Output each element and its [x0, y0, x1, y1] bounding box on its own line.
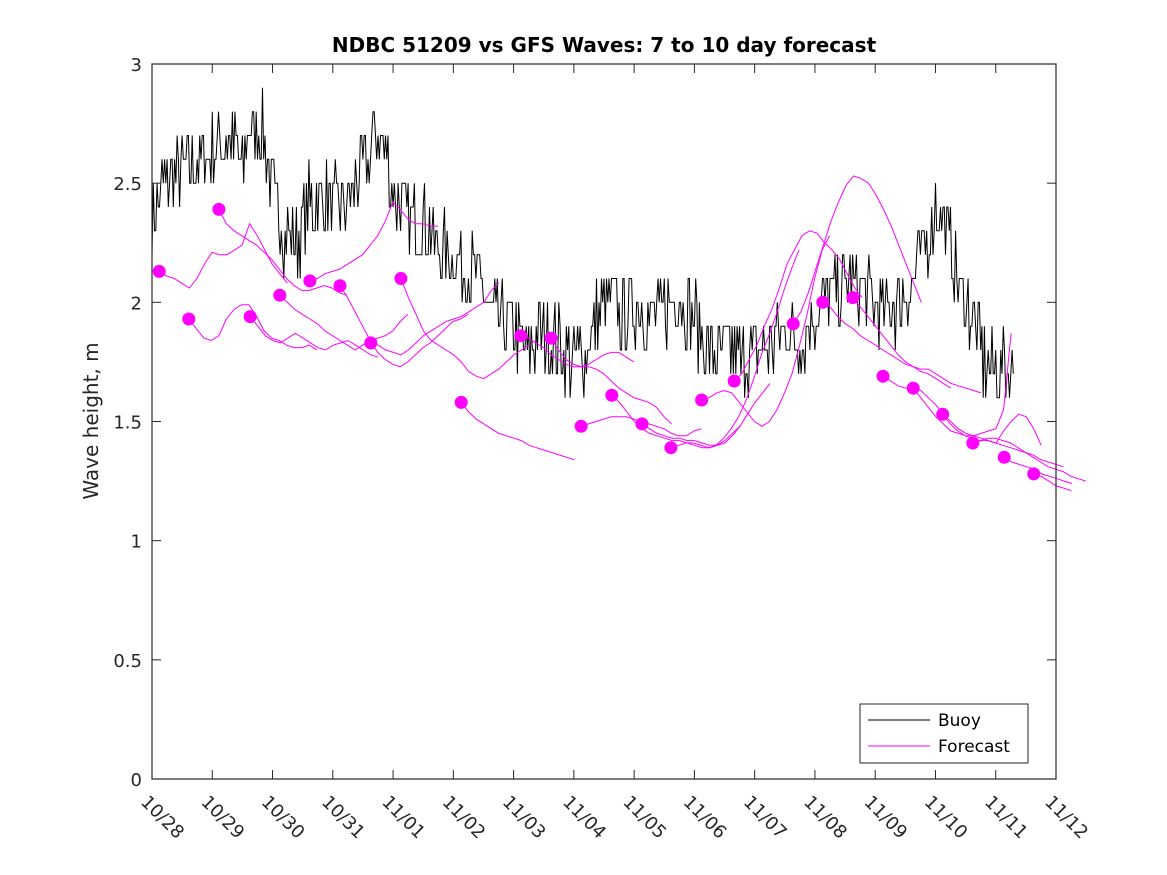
x-tick-label: 11/06	[679, 792, 731, 844]
buoy-line	[151, 87, 1014, 399]
forecast-start-marker	[182, 312, 196, 326]
forecast-line	[309, 201, 438, 282]
x-tick-label: 11/03	[498, 792, 550, 844]
forecast-line	[733, 230, 863, 382]
x-tick-label: 10/28	[136, 792, 188, 844]
x-tick-label: 11/02	[438, 792, 490, 844]
legend-buoy-label: Buoy	[938, 711, 981, 731]
x-tick-label: 11/10	[920, 792, 972, 844]
forecast-start-marker	[727, 374, 741, 388]
legend: Buoy Forecast	[859, 703, 1029, 764]
x-tick-label: 10/30	[257, 792, 309, 844]
y-axis-label: Wave height, m	[79, 342, 103, 499]
forecast-start-marker	[333, 279, 347, 293]
forecast-line	[792, 175, 922, 325]
y-tick-label: 0.5	[113, 651, 142, 672]
forecast-start-marker	[605, 388, 619, 402]
y-tick-label: 0	[131, 770, 142, 791]
forecast-line	[460, 402, 575, 461]
forecast-start-marker	[936, 407, 950, 421]
forecast-line	[701, 235, 831, 427]
x-tick-label: 11/12	[1040, 792, 1092, 844]
x-tick-label: 11/08	[799, 792, 851, 844]
plot-area	[151, 87, 1086, 492]
forecast-start-marker	[544, 331, 558, 345]
forecast-start-marker	[364, 336, 378, 350]
forecast-line	[218, 209, 348, 296]
forecast-start-marker	[574, 419, 588, 433]
forecast-start-marker	[303, 274, 317, 288]
forecast-line	[370, 282, 500, 356]
legend-box	[859, 703, 1029, 764]
forecast-start-marker	[695, 393, 709, 407]
forecast-start-marker	[454, 395, 468, 409]
forecast-line	[249, 316, 379, 358]
forecast-start-marker	[514, 329, 528, 343]
forecast-start-marker	[997, 450, 1011, 464]
forecast-start-marker	[152, 264, 166, 278]
forecast-start-marker	[394, 272, 408, 285]
forecast-start-marker	[786, 317, 800, 331]
y-tick-label: 3	[131, 55, 142, 76]
legend-forecast-label: Forecast	[938, 737, 1010, 757]
axes-box	[151, 63, 1057, 780]
forecast-start-marker	[846, 291, 860, 305]
forecast-line	[158, 222, 288, 289]
forecast-line	[972, 437, 1086, 482]
y-tick-label: 1.5	[113, 413, 142, 434]
forecast-line	[822, 301, 952, 389]
forecast-line	[339, 285, 469, 368]
forecast-line	[852, 297, 982, 394]
x-tick-label: 11/04	[558, 792, 610, 844]
y-tick-label: 1	[131, 532, 142, 553]
y-tick-label: 2	[131, 293, 142, 314]
chart-title: NDBC 51209 vs GFS Waves: 7 to 10 day for…	[332, 33, 877, 57]
x-tick-label: 11/07	[739, 792, 791, 844]
forecast-line	[670, 249, 800, 449]
forecast-line	[912, 387, 1042, 446]
forecast-start-marker	[212, 202, 226, 216]
forecast-start-marker	[906, 381, 920, 395]
forecast-line	[1033, 473, 1072, 492]
forecast-line	[400, 278, 530, 380]
x-tick-label: 10/31	[317, 792, 369, 844]
forecast-start-marker	[966, 436, 980, 450]
forecast-start-marker	[273, 288, 287, 302]
x-tick-label: 10/29	[197, 792, 249, 844]
forecast-line	[279, 294, 409, 351]
forecast-start-marker	[816, 295, 830, 309]
forecast-start-marker	[635, 417, 649, 431]
forecast-start-marker	[1027, 467, 1041, 481]
forecast-line	[611, 394, 741, 449]
x-tick-label: 11/05	[619, 792, 671, 844]
y-tick-label: 2.5	[113, 174, 142, 195]
x-tick-label: 11/11	[980, 792, 1032, 844]
forecast-line	[520, 335, 635, 368]
forecast-line	[641, 383, 771, 446]
y-axis: 0 0.5 1 1.5 2 2.5 3	[113, 55, 1056, 791]
forecast-line	[550, 337, 672, 425]
x-tick-label: 11/01	[378, 792, 430, 844]
forecast-start-marker	[876, 369, 890, 383]
forecast-start-marker	[664, 441, 678, 455]
forecast-line	[942, 413, 1064, 468]
forecast-start-marker	[243, 310, 257, 324]
x-tick-label: 11/09	[860, 792, 912, 844]
